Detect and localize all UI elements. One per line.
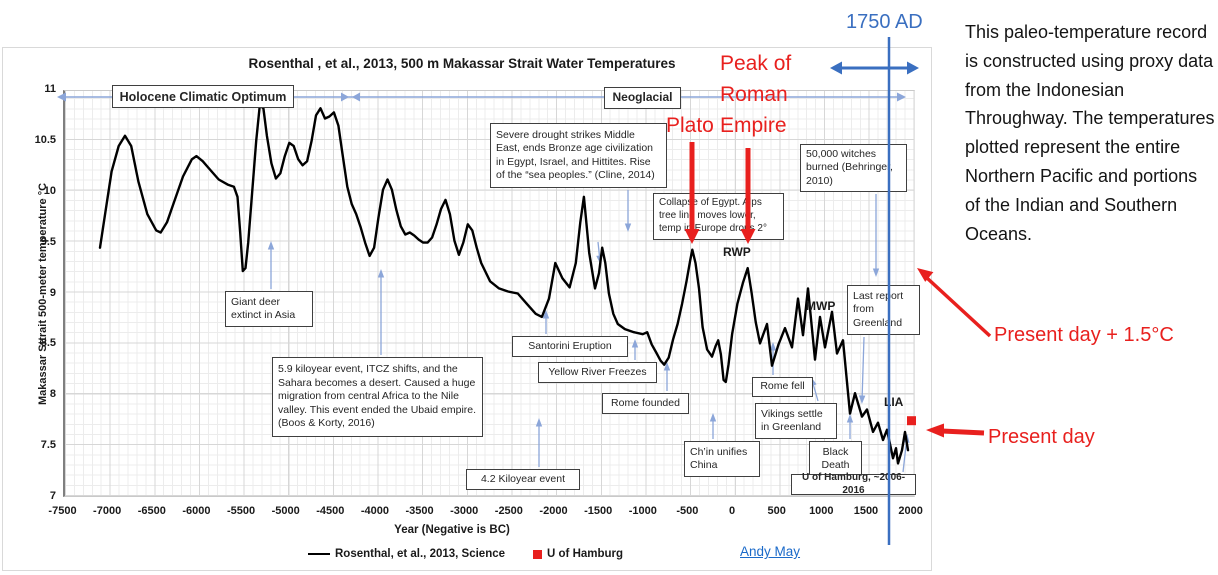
annotation-black-death: Black Death <box>809 441 862 477</box>
present-day-label: Present day <box>988 426 1095 448</box>
annotation-rome-founded: Rome founded <box>602 393 689 414</box>
x-tick: -4500 <box>316 505 345 517</box>
x-tick: -2500 <box>494 505 523 517</box>
annotation-vikings: Vikings settle in Greenland <box>755 403 837 439</box>
annotation-rome-fell: Rome fell <box>752 377 813 397</box>
plato-arrow <box>684 142 700 244</box>
roman-empire-arrow <box>740 148 756 244</box>
legend-label: Rosenthal, et al., 2013, Science <box>335 548 506 560</box>
x-tick: -7000 <box>93 505 122 517</box>
present-day-plus-label: Present day + 1.5°C <box>994 324 1174 346</box>
year-1750-label: 1750 AD <box>846 11 923 33</box>
peak-of-roman-empire-label: Peak of Roman Empire <box>720 52 792 137</box>
x-tick: -2000 <box>539 505 568 517</box>
y-tick: 9.5 <box>40 235 56 248</box>
x-tick: -5000 <box>271 505 300 517</box>
annotation-severe-drought: Severe drought strikes Middle East, ends… <box>490 123 667 188</box>
x-tick: 0 <box>728 505 736 517</box>
y-tick: 8 <box>49 388 56 401</box>
chart-title: Rosenthal , et al., 2013, 500 m Makassar… <box>248 56 676 71</box>
annotation-holocene: Holocene Climatic Optimum <box>112 85 294 108</box>
x-tick: -6500 <box>137 505 166 517</box>
x-axis-label: Year (Negative is BC) <box>394 524 510 536</box>
x-tick: -500 <box>676 505 699 517</box>
temperature-curve <box>98 104 910 465</box>
y-tick: 9 <box>49 286 56 299</box>
x-tick: -1000 <box>628 505 657 517</box>
x-tick: -3500 <box>405 505 434 517</box>
legend-item-hamburg: U of Hamburg <box>533 548 623 560</box>
x-tick: -4000 <box>360 505 390 517</box>
annotation-neoglacial: Neoglacial <box>604 87 681 109</box>
period-label-mwp: MWP <box>806 299 836 313</box>
annotation-collapse-egypt: Collapse of Egypt. Alps tree line moves … <box>653 193 784 240</box>
author-link[interactable]: Andy May <box>740 544 801 559</box>
annotation-kiloyear42: 4.2 Kiloyear event <box>466 469 580 490</box>
x-tick: 1000 <box>809 505 834 517</box>
y-tick: 8.5 <box>40 337 56 350</box>
x-tick: 1500 <box>853 505 879 517</box>
x-tick: -6000 <box>182 505 211 517</box>
legend-item-rosenthal: Rosenthal, et al., 2013, Science <box>308 548 505 560</box>
legend-label: U of Hamburg <box>547 548 624 560</box>
line-swatch-icon <box>308 553 330 555</box>
x-tick: -5500 <box>226 505 256 517</box>
side-note: This paleo-temperature record is constru… <box>965 22 1215 244</box>
plato-label: Plato <box>666 114 714 137</box>
period-label-rwp: RWP <box>723 245 751 259</box>
square-swatch-icon <box>533 549 543 559</box>
annotation-giant-deer: Giant deer extinct in Asia <box>225 291 313 327</box>
annotation-kiloyear59: 5.9 kiloyear event, ITCZ shifts, and the… <box>272 357 483 437</box>
y-tick: 11 <box>44 83 56 95</box>
present-day-arrow <box>926 423 985 438</box>
legend: Rosenthal, et al., 2013, Science U of Ha… <box>308 548 623 560</box>
x-tick: 2000 <box>898 505 923 517</box>
annotation-pointer-arrows <box>267 190 910 473</box>
u-of-hamburg-marker <box>907 416 916 426</box>
reference-line-1750 <box>830 37 919 545</box>
annotation-santorini: Santorini Eruption <box>512 336 628 357</box>
present-day-plus-arrow <box>917 268 992 338</box>
y-tick: 7.5 <box>40 439 56 452</box>
x-tick: -3000 <box>450 505 479 517</box>
y-tick: 7 <box>49 490 56 502</box>
annotation-yellow-river: Yellow River Freezes <box>538 362 657 383</box>
annotation-chin: Ch’in unifies China <box>684 441 760 477</box>
x-tick: 500 <box>767 505 786 517</box>
x-tick: -1500 <box>584 505 613 517</box>
y-tick: 10 <box>43 184 56 197</box>
y-tick: 10.5 <box>34 133 56 146</box>
x-tick: -7500 <box>48 505 77 517</box>
annotation-u-hamburg: U of Hamburg, ~2006-2016 <box>791 472 916 496</box>
